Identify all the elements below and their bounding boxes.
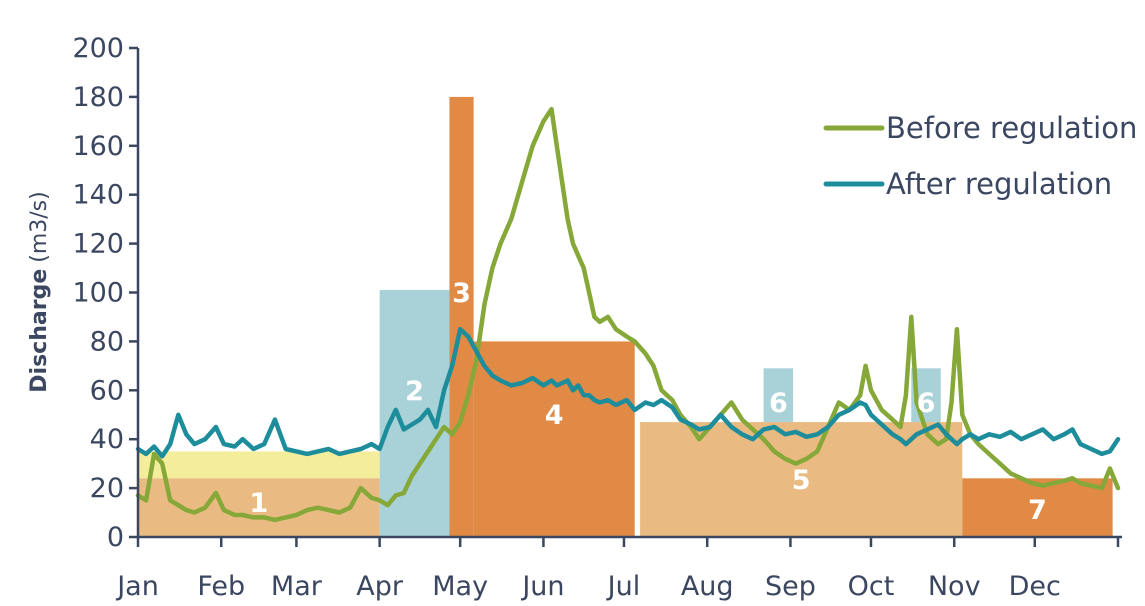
y-tick-label: 200 [72, 33, 124, 64]
y-axis-title-main: Discharge [27, 269, 52, 393]
x-tick-label-oct: Oct [848, 571, 895, 602]
zone-label-6: 6 [769, 388, 788, 419]
x-tick-label-sep: Sep [765, 571, 816, 602]
legend-label: Before regulation [886, 111, 1137, 145]
zone-3-rect [449, 96, 474, 538]
series-lines [135, 106, 1121, 523]
y-tick-label: 0 [107, 522, 124, 553]
y-tick-label: 120 [72, 229, 124, 260]
y-ticks: 0 20 40 60 80 100 120 140 160 180 200 [72, 33, 138, 553]
regulation-zones [138, 96, 1113, 538]
series-line-after-regulation [135, 326, 1121, 459]
x-ticks: Jan Feb Mar Apr May Jun Jul Aug Sep Oct Nov Dec [115, 537, 1120, 602]
y-tick-label: 100 [72, 278, 124, 309]
x-tick-label-may: May [432, 571, 488, 602]
y-tick-label: 60 [90, 375, 124, 406]
series-line-before-regulation [135, 106, 1121, 523]
x-tick-label-dec: Dec [1009, 571, 1061, 602]
x-tick-label-apr: Apr [356, 571, 404, 602]
y-tick-label: 40 [90, 424, 124, 455]
x-tick-label-feb: Feb [197, 571, 245, 602]
zone-label-7: 7 [1028, 495, 1047, 526]
y-axis-title: Discharge (m3/s) [27, 191, 52, 392]
x-tick-label-aug: Aug [681, 571, 734, 602]
legend-label: After regulation [886, 167, 1112, 201]
y-tick-label: 160 [72, 131, 124, 162]
x-tick-label-jan: Jan [115, 571, 159, 602]
zone-label-5: 5 [792, 465, 811, 496]
zone-label-1: 1 [249, 488, 268, 519]
x-tick-label-mar: Mar [271, 571, 323, 602]
y-tick-label: 140 [72, 180, 124, 211]
zone-labels: 1 2 3 4 5 6 6 7 [249, 278, 1046, 526]
zone-label-6: 6 [917, 388, 936, 419]
y-tick-label: 20 [90, 473, 124, 504]
y-axis-title-unit: (m3/s) [27, 191, 52, 262]
zone-7-rect [962, 478, 1113, 537]
y-tick-label: 80 [90, 326, 124, 357]
x-tick-label-nov: Nov [928, 571, 981, 602]
x-tick-label-jul: Jul [606, 571, 641, 602]
zone-4-rect [473, 341, 635, 537]
legend: Before regulation After regulation [823, 111, 1137, 201]
zone-6-rect [763, 368, 794, 423]
zone-label-4: 4 [545, 400, 564, 431]
zone-band-rect [138, 451, 380, 479]
zone-label-2: 2 [405, 376, 424, 407]
y-tick-label: 180 [72, 82, 124, 113]
zone-label-3: 3 [452, 278, 471, 309]
x-tick-label-jun: Jun [520, 571, 564, 602]
